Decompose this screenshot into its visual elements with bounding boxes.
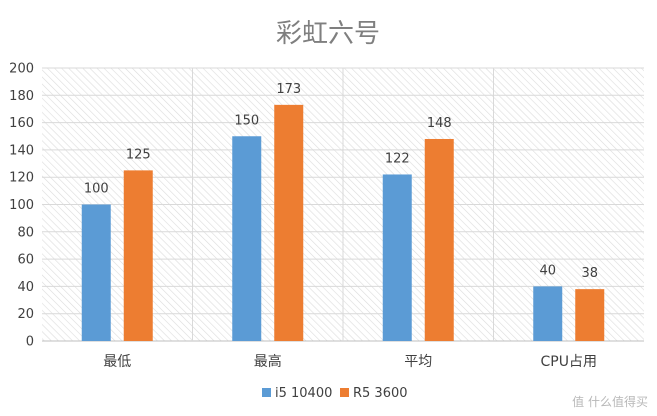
data-label: 40 xyxy=(539,263,556,278)
legend-label: R5 3600 xyxy=(353,386,408,401)
bar xyxy=(575,289,605,341)
legend: i5 10400 R5 3600 xyxy=(262,386,408,401)
watermark: 值 什么值得买 xyxy=(572,394,648,409)
bar xyxy=(123,170,153,341)
data-label: 100 xyxy=(84,182,109,197)
bar xyxy=(382,174,412,341)
data-label: 150 xyxy=(234,113,259,128)
data-labels: 100 125 150 173 122 148 40 38 xyxy=(84,82,598,281)
bar xyxy=(274,104,304,341)
legend-swatch xyxy=(340,388,349,397)
y-tick-label: 80 xyxy=(17,225,34,240)
data-label: 173 xyxy=(276,82,301,97)
data-label: 38 xyxy=(581,266,598,281)
bars xyxy=(81,104,605,341)
y-tick-label: 180 xyxy=(9,89,34,104)
y-tick-label: 160 xyxy=(9,116,34,131)
y-tick-label: 200 xyxy=(9,62,34,77)
watermark-text: 值 什么值得买 xyxy=(572,394,648,409)
y-tick-label: 40 xyxy=(17,280,34,295)
x-axis: 最低 最高 平均 CPU占用 xyxy=(103,353,597,370)
legend-swatch xyxy=(262,388,271,397)
bar xyxy=(424,138,454,341)
y-tick-label: 120 xyxy=(9,171,34,186)
x-tick-label: CPU占用 xyxy=(541,354,597,370)
y-tick-label: 140 xyxy=(9,143,34,158)
x-tick-label: 最高 xyxy=(254,353,282,370)
y-tick-label: 100 xyxy=(9,198,34,213)
data-label: 125 xyxy=(126,147,151,162)
bar xyxy=(232,136,262,341)
bar xyxy=(81,204,111,341)
legend-label: i5 10400 xyxy=(275,386,332,401)
y-tick-label: 0 xyxy=(26,335,34,350)
y-tick-label: 60 xyxy=(17,253,34,268)
data-label: 122 xyxy=(385,151,410,166)
data-label: 148 xyxy=(427,116,452,131)
y-tick-label: 20 xyxy=(17,307,34,322)
chart-title: 彩虹六号 xyxy=(276,19,380,49)
y-axis: 0 20 40 60 80 100 120 140 160 180 200 xyxy=(9,62,34,350)
x-tick-label: 平均 xyxy=(404,354,432,370)
x-tick-label: 最低 xyxy=(103,354,131,370)
bar xyxy=(533,286,563,341)
